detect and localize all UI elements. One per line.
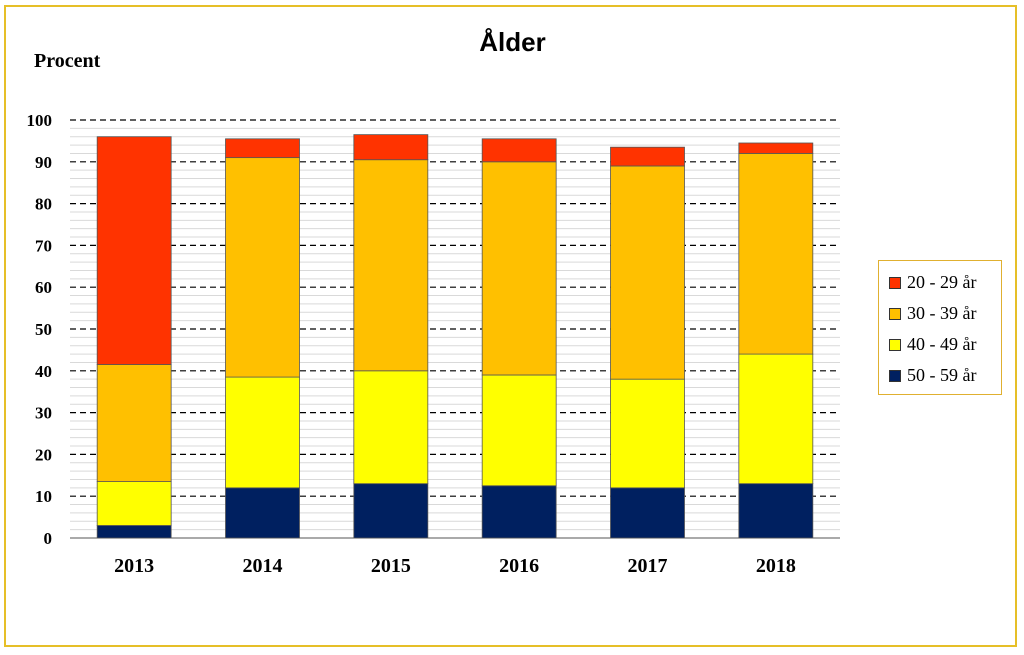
y-tick-label: 100 — [27, 111, 53, 130]
y-tick-label: 10 — [35, 487, 52, 506]
bar-segment — [481, 374, 557, 487]
bar-segment — [225, 376, 300, 489]
legend-swatch — [889, 369, 901, 382]
x-tick-label: 2017 — [628, 555, 668, 577]
y-tick-label: 30 — [35, 404, 52, 423]
legend-item: 50 - 59 år — [879, 360, 1001, 391]
legend-swatch — [889, 307, 901, 320]
y-tick-label: 70 — [35, 236, 52, 255]
bar-segment — [481, 485, 557, 539]
bar-segment — [225, 138, 300, 159]
y-tick-label: 80 — [35, 195, 52, 214]
bar-segment — [738, 353, 814, 485]
bar-segment — [738, 153, 814, 355]
bar-segment — [353, 370, 429, 485]
bar-segment — [353, 134, 429, 161]
legend-label: 40 - 49 år — [907, 334, 977, 354]
y-tick-label: 20 — [35, 445, 52, 464]
y-axis-label: Procent — [34, 50, 101, 72]
legend-label: 30 - 39 år — [907, 303, 977, 323]
bar-segment — [610, 487, 685, 539]
x-tick-label: 2018 — [756, 555, 796, 577]
bar-segment — [96, 364, 172, 482]
legend-item: 40 - 49 år — [879, 329, 1001, 360]
x-tick-label: 2016 — [499, 555, 539, 577]
bar-segment — [225, 487, 300, 539]
x-tick-label: 2013 — [114, 555, 154, 577]
chart-legend: 20 - 29 år 30 - 39 år 40 - 49 år 50 - 59 år — [878, 260, 1002, 395]
bar-segment — [481, 161, 557, 376]
legend-label: 50 - 59 år — [907, 365, 977, 385]
x-tick-label: 2014 — [243, 555, 283, 577]
chart-title: Ålder — [479, 27, 546, 57]
bar-segment — [481, 138, 557, 163]
bar-segment — [96, 136, 172, 365]
x-tick-label: 2015 — [371, 555, 411, 577]
legend-swatch — [889, 276, 901, 289]
bar-segment — [353, 483, 429, 539]
bar-segment — [610, 378, 685, 489]
legend-item: 30 - 39 år — [879, 298, 1001, 329]
bar-segment — [96, 525, 172, 539]
y-tick-label: 50 — [35, 320, 52, 339]
y-tick-label: 90 — [35, 153, 52, 172]
bar-segment — [738, 142, 814, 154]
y-tick-label: 0 — [44, 529, 53, 548]
bar-segment — [353, 159, 429, 372]
bar-segment — [610, 146, 685, 167]
bar-segment — [610, 165, 685, 380]
bar-segment — [96, 481, 172, 526]
bar-segment — [225, 157, 300, 378]
legend-label: 20 - 29 år — [907, 272, 977, 292]
legend-swatch — [889, 338, 901, 351]
y-tick-label: 60 — [35, 278, 52, 297]
y-tick-label: 40 — [35, 362, 52, 381]
legend-item: 20 - 29 år — [879, 267, 1001, 298]
bar-segment — [738, 483, 814, 539]
